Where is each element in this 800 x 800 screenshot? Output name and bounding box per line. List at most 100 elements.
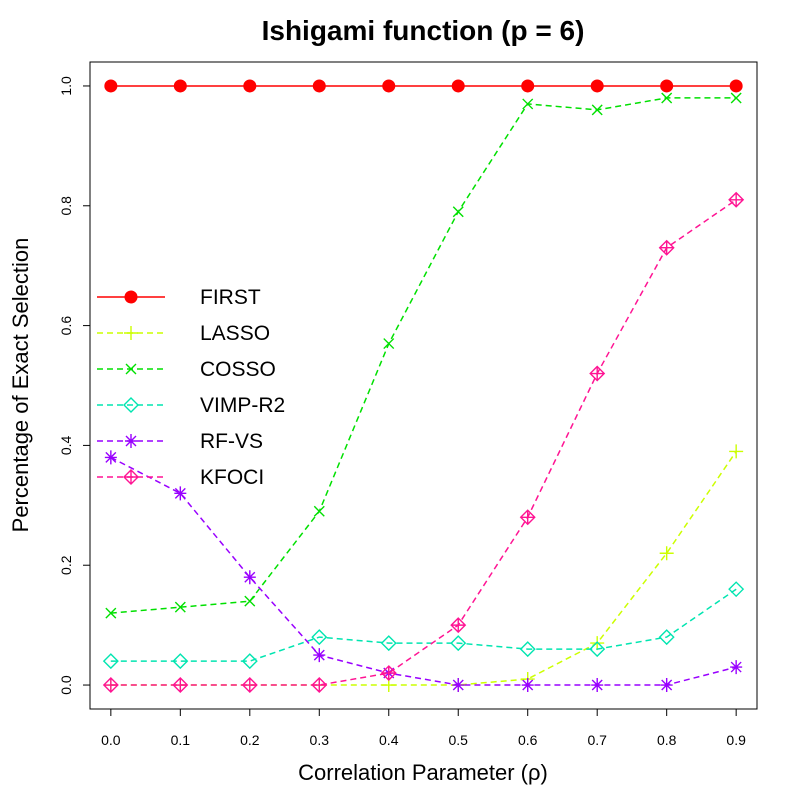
x-tick-label: 0.8 xyxy=(657,732,677,748)
data-point-kfoci xyxy=(589,365,606,382)
data-point-cosso xyxy=(522,98,534,110)
data-point-lasso xyxy=(729,444,744,459)
data-point-kfoci xyxy=(519,509,536,526)
data-point-kfoci xyxy=(728,191,745,208)
data-point-vimp-r2 xyxy=(728,581,745,598)
y-tick-label: 0.6 xyxy=(58,316,74,336)
data-point-cosso xyxy=(174,601,186,613)
legend-label-rf-vs: RF-VS xyxy=(200,430,263,453)
data-point-cosso xyxy=(661,92,673,104)
data-point-cosso xyxy=(244,595,256,607)
data-point-first xyxy=(729,79,743,93)
data-point-kfoci xyxy=(450,617,467,634)
data-point-kfoci xyxy=(380,665,397,682)
legend-item-kfoci: KFOCI xyxy=(97,466,264,489)
y-tick-label: 0.4 xyxy=(58,435,74,455)
y-tick-label: 1.0 xyxy=(58,76,74,96)
data-point-rf-vs xyxy=(730,660,743,675)
series-first xyxy=(104,79,743,93)
x-tick-label: 0.7 xyxy=(587,732,607,748)
legend-marker-rf-vs xyxy=(125,434,137,448)
data-point-first xyxy=(451,79,465,93)
data-point-vimp-r2 xyxy=(589,641,606,658)
data-point-rf-vs xyxy=(174,486,187,501)
data-point-lasso xyxy=(590,636,605,651)
data-point-kfoci xyxy=(241,677,258,694)
data-point-first xyxy=(104,79,118,93)
data-point-vimp-r2 xyxy=(658,629,675,646)
y-tick-label: 0.8 xyxy=(58,196,74,216)
data-point-first xyxy=(590,79,604,93)
x-tick-label: 0.0 xyxy=(101,732,121,748)
series-layer xyxy=(102,79,745,694)
data-point-vimp-r2 xyxy=(380,635,397,652)
data-point-kfoci xyxy=(172,677,189,694)
axes: 0.0 0.1 0.2 0.3 0.4 0.5 0.6 0.7 0.8 0.9 0.0 0.2 0.4 0… xyxy=(58,76,746,748)
legend-marker-lasso xyxy=(124,326,138,340)
data-point-lasso xyxy=(659,546,674,561)
data-point-vimp-r2 xyxy=(102,653,119,670)
data-point-cosso xyxy=(730,92,742,104)
data-point-vimp-r2 xyxy=(519,641,536,658)
legend-label-first: FIRST xyxy=(200,286,261,309)
data-point-kfoci xyxy=(311,677,328,694)
plot-frame xyxy=(89,61,758,710)
data-point-first xyxy=(312,79,326,93)
series-vimp-r2 xyxy=(102,581,745,670)
y-axis-label: Percentage of Exact Selection xyxy=(8,238,33,533)
data-point-cosso xyxy=(313,505,325,517)
series-line-rf-vs xyxy=(110,456,737,686)
x-tick-label: 0.1 xyxy=(171,732,191,748)
legend-item-cosso: COSSO xyxy=(97,358,276,381)
x-tick-label: 0.9 xyxy=(726,732,746,748)
legend-item-lasso: LASSO xyxy=(97,322,270,345)
series-line-cosso xyxy=(110,97,737,614)
legend-item-vimp-r2: VIMP-R2 xyxy=(97,394,285,417)
legend-item-first: FIRST xyxy=(97,286,261,309)
legend-label-lasso: LASSO xyxy=(200,322,270,345)
data-point-first xyxy=(173,79,187,93)
legend-marker-first xyxy=(124,290,138,304)
data-point-first xyxy=(660,79,674,93)
x-axis-label: Correlation Parameter (ρ) xyxy=(298,760,548,785)
data-point-rf-vs xyxy=(591,678,604,693)
data-point-cosso xyxy=(105,607,117,619)
data-point-rf-vs xyxy=(452,678,465,693)
data-point-kfoci xyxy=(658,239,675,256)
series-line-vimp-r2 xyxy=(110,588,737,662)
x-tick-label: 0.2 xyxy=(240,732,260,748)
data-point-vimp-r2 xyxy=(450,635,467,652)
data-point-vimp-r2 xyxy=(172,653,189,670)
data-point-rf-vs xyxy=(521,678,534,693)
data-point-kfoci xyxy=(102,677,119,694)
series-cosso xyxy=(105,92,742,619)
legend-label-cosso: COSSO xyxy=(200,358,276,381)
x-tick-label: 0.5 xyxy=(449,732,469,748)
legend-marker-kfoci xyxy=(123,469,139,485)
data-point-first xyxy=(243,79,257,93)
x-tick-label: 0.6 xyxy=(518,732,538,748)
data-point-first xyxy=(521,79,535,93)
chart-title: Ishigami function (p = 6) xyxy=(262,15,585,46)
legend-marker-vimp-r2 xyxy=(123,397,139,413)
data-point-rf-vs xyxy=(104,450,117,465)
data-point-vimp-r2 xyxy=(311,629,328,646)
data-point-cosso xyxy=(452,206,464,218)
legend-label-kfoci: KFOCI xyxy=(200,466,264,489)
data-point-vimp-r2 xyxy=(241,653,258,670)
x-tick-label: 0.3 xyxy=(310,732,330,748)
data-point-cosso xyxy=(591,104,603,116)
x-tick-label: 0.4 xyxy=(379,732,399,748)
legend-label-vimp-r2: VIMP-R2 xyxy=(200,394,285,417)
data-point-cosso xyxy=(383,338,395,350)
data-point-rf-vs xyxy=(313,648,326,663)
legend-marker-cosso xyxy=(125,363,137,375)
data-point-rf-vs xyxy=(660,678,673,693)
series-kfoci xyxy=(102,191,745,694)
series-line-kfoci xyxy=(110,199,737,686)
legend-item-rf-vs: RF-VS xyxy=(97,430,263,453)
data-point-rf-vs xyxy=(243,570,256,585)
y-tick-label: 0.0 xyxy=(58,675,74,695)
